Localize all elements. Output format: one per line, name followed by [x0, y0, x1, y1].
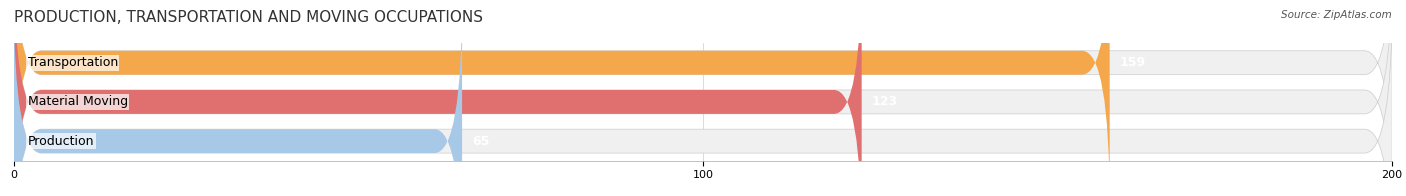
FancyBboxPatch shape: [14, 0, 1392, 196]
FancyBboxPatch shape: [14, 0, 1392, 196]
Text: 65: 65: [472, 135, 489, 148]
Text: Material Moving: Material Moving: [28, 95, 128, 108]
FancyBboxPatch shape: [14, 0, 463, 196]
FancyBboxPatch shape: [14, 0, 862, 196]
FancyBboxPatch shape: [14, 0, 1392, 196]
Text: Transportation: Transportation: [28, 56, 118, 69]
Text: 159: 159: [1119, 56, 1146, 69]
Text: 123: 123: [872, 95, 898, 108]
Text: Source: ZipAtlas.com: Source: ZipAtlas.com: [1281, 10, 1392, 20]
FancyBboxPatch shape: [14, 0, 1109, 196]
Text: Production: Production: [28, 135, 94, 148]
Text: PRODUCTION, TRANSPORTATION AND MOVING OCCUPATIONS: PRODUCTION, TRANSPORTATION AND MOVING OC…: [14, 10, 484, 25]
